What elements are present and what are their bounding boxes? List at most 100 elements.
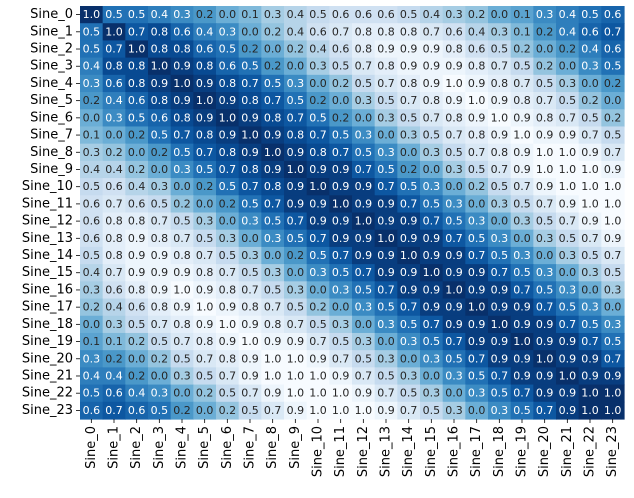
- cell-value-label: 0.7: [581, 335, 599, 348]
- cell-value-label: 0.6: [377, 8, 395, 21]
- cell-value-label: 0.7: [241, 283, 259, 296]
- cell-value-label: 0.9: [604, 232, 622, 245]
- cell-value-label: 0.7: [264, 197, 282, 210]
- cell-value-label: 0.9: [423, 77, 441, 90]
- cell-value-label: 1.0: [604, 180, 622, 193]
- cell-value-label: 0.2: [604, 111, 622, 124]
- cell-value-label: 1.0: [309, 180, 327, 193]
- cell-value-label: 1.0: [377, 232, 395, 245]
- cell-value-label: 0.0: [309, 283, 327, 296]
- cell-value-label: 0.3: [445, 404, 463, 417]
- cell-value-label: 1.0: [536, 146, 554, 159]
- cell-value-label: 0.8: [196, 266, 214, 279]
- cell-value-label: 0.7: [196, 352, 214, 365]
- cell-value-label: 0.0: [468, 197, 486, 210]
- cell-value-label: 0.5: [445, 215, 463, 228]
- cell-value-label: 0.8: [287, 129, 305, 142]
- cell-value-label: 0.7: [581, 232, 599, 245]
- y-tick-label: Sine_2: [30, 42, 73, 57]
- cell-value-label: 0.9: [241, 318, 259, 331]
- cell-value-label: 0.3: [264, 8, 282, 21]
- cell-value-label: 0.8: [219, 283, 237, 296]
- cell-value-label: 0.6: [219, 60, 237, 73]
- cell-value-label: 0.5: [491, 249, 509, 262]
- cell-value-label: 0.8: [264, 180, 282, 193]
- cell-value-label: 0.8: [196, 129, 214, 142]
- x-tick-label: Sine_12: [356, 426, 371, 477]
- cell-value-label: 0.3: [513, 215, 531, 228]
- cell-value-label: 0.2: [559, 43, 577, 56]
- cell-value-label: 1.0: [559, 180, 577, 193]
- cell-value-label: 0.6: [355, 8, 373, 21]
- cell-value-label: 1.0: [241, 335, 259, 348]
- cell-value-label: 1.0: [355, 215, 373, 228]
- cell-value-label: 1.0: [491, 318, 509, 331]
- cell-value-label: 0.5: [491, 180, 509, 193]
- cell-value-label: 1.0: [513, 335, 531, 348]
- cell-value-label: 0.9: [423, 249, 441, 262]
- cell-value-label: 0.1: [513, 8, 531, 21]
- cell-value-label: 1.0: [287, 387, 305, 400]
- cell-value-label: 1.0: [445, 77, 463, 90]
- cell-value-label: 1.0: [581, 163, 599, 176]
- cell-value-label: 0.9: [445, 249, 463, 262]
- cell-value-label: 0.8: [105, 232, 123, 245]
- cell-value-label: 0.5: [468, 232, 486, 245]
- cell-value-label: 0.0: [83, 318, 101, 331]
- cell-value-label: 0.9: [309, 352, 327, 365]
- cell-value-label: 0.7: [536, 301, 554, 314]
- cell-value-label: 0.3: [559, 249, 577, 262]
- cell-value-label: 0.6: [83, 404, 101, 417]
- cell-value-label: 0.9: [536, 387, 554, 400]
- cell-value-label: 0.0: [491, 8, 509, 21]
- cell-value-label: 1.0: [332, 387, 350, 400]
- cell-value-label: 0.1: [241, 8, 259, 21]
- cell-value-label: 0.3: [355, 129, 373, 142]
- cell-value-label: 0.0: [287, 60, 305, 73]
- cell-value-label: 0.5: [287, 94, 305, 107]
- cell-value-label: 0.3: [491, 25, 509, 38]
- cell-value-label: 0.9: [468, 335, 486, 348]
- cell-value-label: 0.3: [377, 146, 395, 159]
- y-tick-label: Sine_4: [30, 76, 73, 91]
- y-tick-label: Sine_17: [22, 300, 73, 315]
- cell-value-label: 0.9: [445, 60, 463, 73]
- cell-value-label: 0.5: [83, 180, 101, 193]
- cell-value-label: 0.3: [83, 146, 101, 159]
- cell-value-label: 0.7: [105, 404, 123, 417]
- cell-value-label: 0.0: [377, 335, 395, 348]
- cell-value-label: 0.5: [468, 163, 486, 176]
- cell-value-label: 0.5: [513, 60, 531, 73]
- cell-value-label: 0.4: [83, 163, 101, 176]
- cell-value-label: 0.9: [491, 94, 509, 107]
- cell-value-label: 0.2: [196, 387, 214, 400]
- cell-value-label: 0.9: [513, 146, 531, 159]
- cell-value-label: 0.7: [355, 60, 373, 73]
- cell-value-label: 0.3: [105, 111, 123, 124]
- cell-value-label: 0.6: [309, 25, 327, 38]
- cell-value-label: 0.7: [332, 249, 350, 262]
- cell-value-label: 0.7: [536, 94, 554, 107]
- cell-value-label: 0.5: [128, 318, 146, 331]
- cell-value-label: 0.2: [128, 163, 146, 176]
- cell-value-label: 1.0: [491, 111, 509, 124]
- cell-value-label: 0.5: [559, 301, 577, 314]
- cell-value-label: 0.9: [559, 335, 577, 348]
- cell-value-label: 1.0: [309, 404, 327, 417]
- cell-value-label: 0.5: [83, 249, 101, 262]
- cell-value-label: 0.9: [581, 369, 599, 382]
- cell-value-label: 0.0: [264, 43, 282, 56]
- cell-value-label: 0.8: [151, 43, 169, 56]
- cell-value-label: 0.2: [105, 352, 123, 365]
- cell-value-label: 0.9: [173, 60, 191, 73]
- cell-value-label: 0.3: [468, 215, 486, 228]
- cell-value-label: 0.5: [151, 197, 169, 210]
- cell-value-label: 0.8: [128, 77, 146, 90]
- cell-value-label: 0.9: [264, 335, 282, 348]
- cell-value-label: 0.5: [491, 43, 509, 56]
- cell-value-label: 0.5: [423, 404, 441, 417]
- cell-value-label: 0.4: [559, 8, 577, 21]
- cell-value-label: 0.5: [581, 249, 599, 262]
- cell-value-label: 0.9: [287, 146, 305, 159]
- cell-value-label: 0.4: [105, 301, 123, 314]
